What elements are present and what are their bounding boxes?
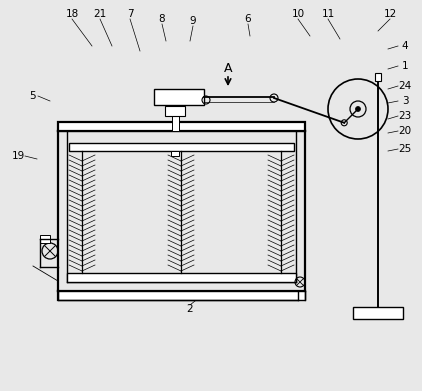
Text: 6: 6 [245, 14, 252, 24]
Bar [172, 99, 179, 131]
Bar [154, 89, 204, 105]
Text: 3: 3 [402, 96, 408, 106]
Bar [165, 106, 185, 116]
Text: A: A [224, 61, 232, 75]
Bar [353, 307, 403, 319]
Text: 5: 5 [29, 91, 35, 101]
Bar [375, 73, 381, 81]
Text: 21: 21 [93, 9, 107, 19]
Text: 1: 1 [402, 61, 408, 71]
Text: 18: 18 [65, 9, 78, 19]
Text: 4: 4 [402, 41, 408, 51]
Bar [69, 143, 294, 151]
Text: 24: 24 [398, 81, 411, 91]
Text: 8: 8 [159, 14, 165, 24]
Text: 20: 20 [398, 126, 411, 136]
Text: 12: 12 [383, 9, 397, 19]
Circle shape [355, 106, 360, 111]
Text: 7: 7 [127, 9, 133, 19]
Text: 9: 9 [189, 16, 196, 26]
Bar [171, 151, 179, 156]
Bar [58, 122, 305, 131]
Bar [67, 273, 296, 282]
Bar [58, 291, 305, 300]
Text: 10: 10 [292, 9, 305, 19]
Text: 23: 23 [398, 111, 411, 121]
Text: 11: 11 [322, 9, 335, 19]
Text: 25: 25 [398, 144, 411, 154]
Text: 19: 19 [11, 151, 24, 161]
Bar [40, 235, 50, 243]
Text: 2: 2 [187, 304, 193, 314]
